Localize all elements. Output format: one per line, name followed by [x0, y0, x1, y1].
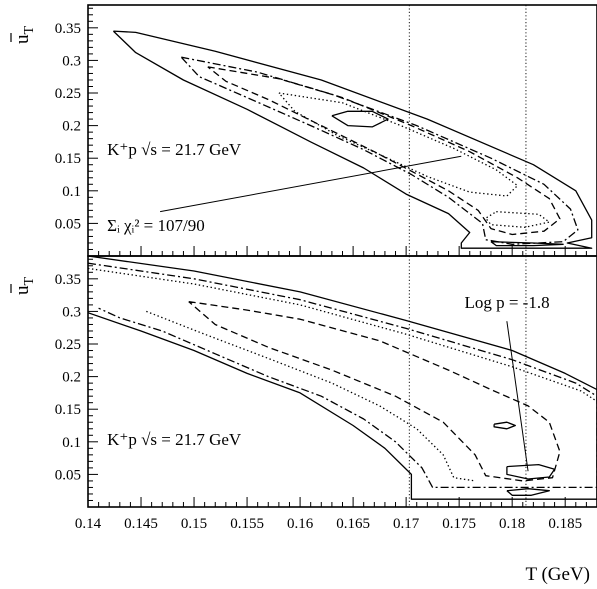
- top-y-axis-label: uT: [12, 26, 37, 45]
- bottom-x-tick-label: 0.145: [124, 516, 158, 532]
- bottom-annotation-0: K⁺p √s = 21.7 GeV: [107, 430, 242, 449]
- top-y-tick-label: 0.3: [62, 53, 81, 69]
- bottom-y-tick-label: 0.15: [55, 402, 81, 418]
- bottom-y-tick-label: 0.25: [55, 337, 81, 353]
- top-contour-solid: [112, 30, 593, 249]
- bottom-contour-solid: [506, 463, 556, 480]
- top-y-tick-label: 0.2: [62, 119, 81, 135]
- bottom-contour-solid: [88, 256, 597, 500]
- bottom-panel: 0.05 0.1 0.15 0.2 0.25 0.3 0.35 0.14 0.145 0.15 0.…: [10, 255, 597, 585]
- top-y-tick-label: 0.1: [62, 184, 81, 200]
- top-contour-solid: [490, 241, 564, 247]
- top-y-axis-title: uT: [10, 26, 37, 45]
- bottom-contour-dotted: [146, 310, 476, 482]
- bottom-y-tick-label: 0.35: [55, 272, 81, 288]
- top-y-tick-label: 0.05: [55, 216, 81, 232]
- top-contour-dash-dot: [180, 56, 579, 245]
- top-annotation-0: K⁺p √s = 21.7 GeV: [107, 140, 242, 159]
- bottom-x-tick-label: 0.165: [336, 516, 370, 532]
- bottom-contour-dash-dot: [88, 262, 597, 489]
- bottom-x-tick-label: 0.14: [75, 516, 102, 532]
- top-contour-solid: [331, 110, 389, 128]
- bottom-annotation-pointer: [506, 321, 529, 472]
- bottom-y-tick-label: 0.2: [62, 370, 81, 386]
- bottom-x-tick-label: 0.15: [181, 516, 207, 532]
- top-panel: 0.05 0.1 0.15 0.2 0.25 0.3 0.35 uT K⁺p √s = 21.7…: [10, 4, 597, 257]
- bottom-x-tick-label: 0.175: [442, 516, 476, 532]
- bottom-contour-dashed: [188, 300, 561, 482]
- bottom-contour-solid: [493, 421, 516, 430]
- top-y-tick-label: 0.15: [55, 151, 81, 167]
- top-contour-dotted: [485, 211, 550, 228]
- top-y-tick-label: 0.35: [55, 21, 81, 37]
- bottom-y-tick-label: 0.3: [62, 304, 81, 320]
- bottom-annotation-1: Log p = -1.8: [464, 293, 549, 312]
- bottom-x-tick-label: 0.18: [499, 516, 525, 532]
- bottom-y-tick-label: 0.05: [55, 467, 81, 483]
- bottom-x-tick-label: 0.185: [548, 516, 582, 532]
- top-annotation-pointer: [160, 155, 462, 213]
- bottom-x-tick-label: 0.16: [287, 516, 314, 532]
- bottom-contour-dotted: [88, 267, 597, 402]
- bottom-x-tick-label: 0.155: [230, 516, 264, 532]
- bottom-y-tick-label: 0.1: [62, 435, 81, 451]
- top-y-tick-label: 0.25: [55, 86, 81, 102]
- top-contours: [112, 30, 593, 249]
- top-annotation-1: Σᵢ χᵢ² = 107/90: [107, 216, 205, 235]
- top-contour-dashed: [207, 66, 561, 236]
- x-axis-label: T (GeV): [525, 564, 590, 585]
- bottom-y-axis-label: uT: [12, 277, 37, 296]
- bottom-contour-solid: [506, 488, 550, 496]
- bottom-y-axis-title: uT: [10, 277, 37, 296]
- bottom-x-tick-label: 0.17: [393, 516, 420, 532]
- bottom-contours: [88, 256, 597, 500]
